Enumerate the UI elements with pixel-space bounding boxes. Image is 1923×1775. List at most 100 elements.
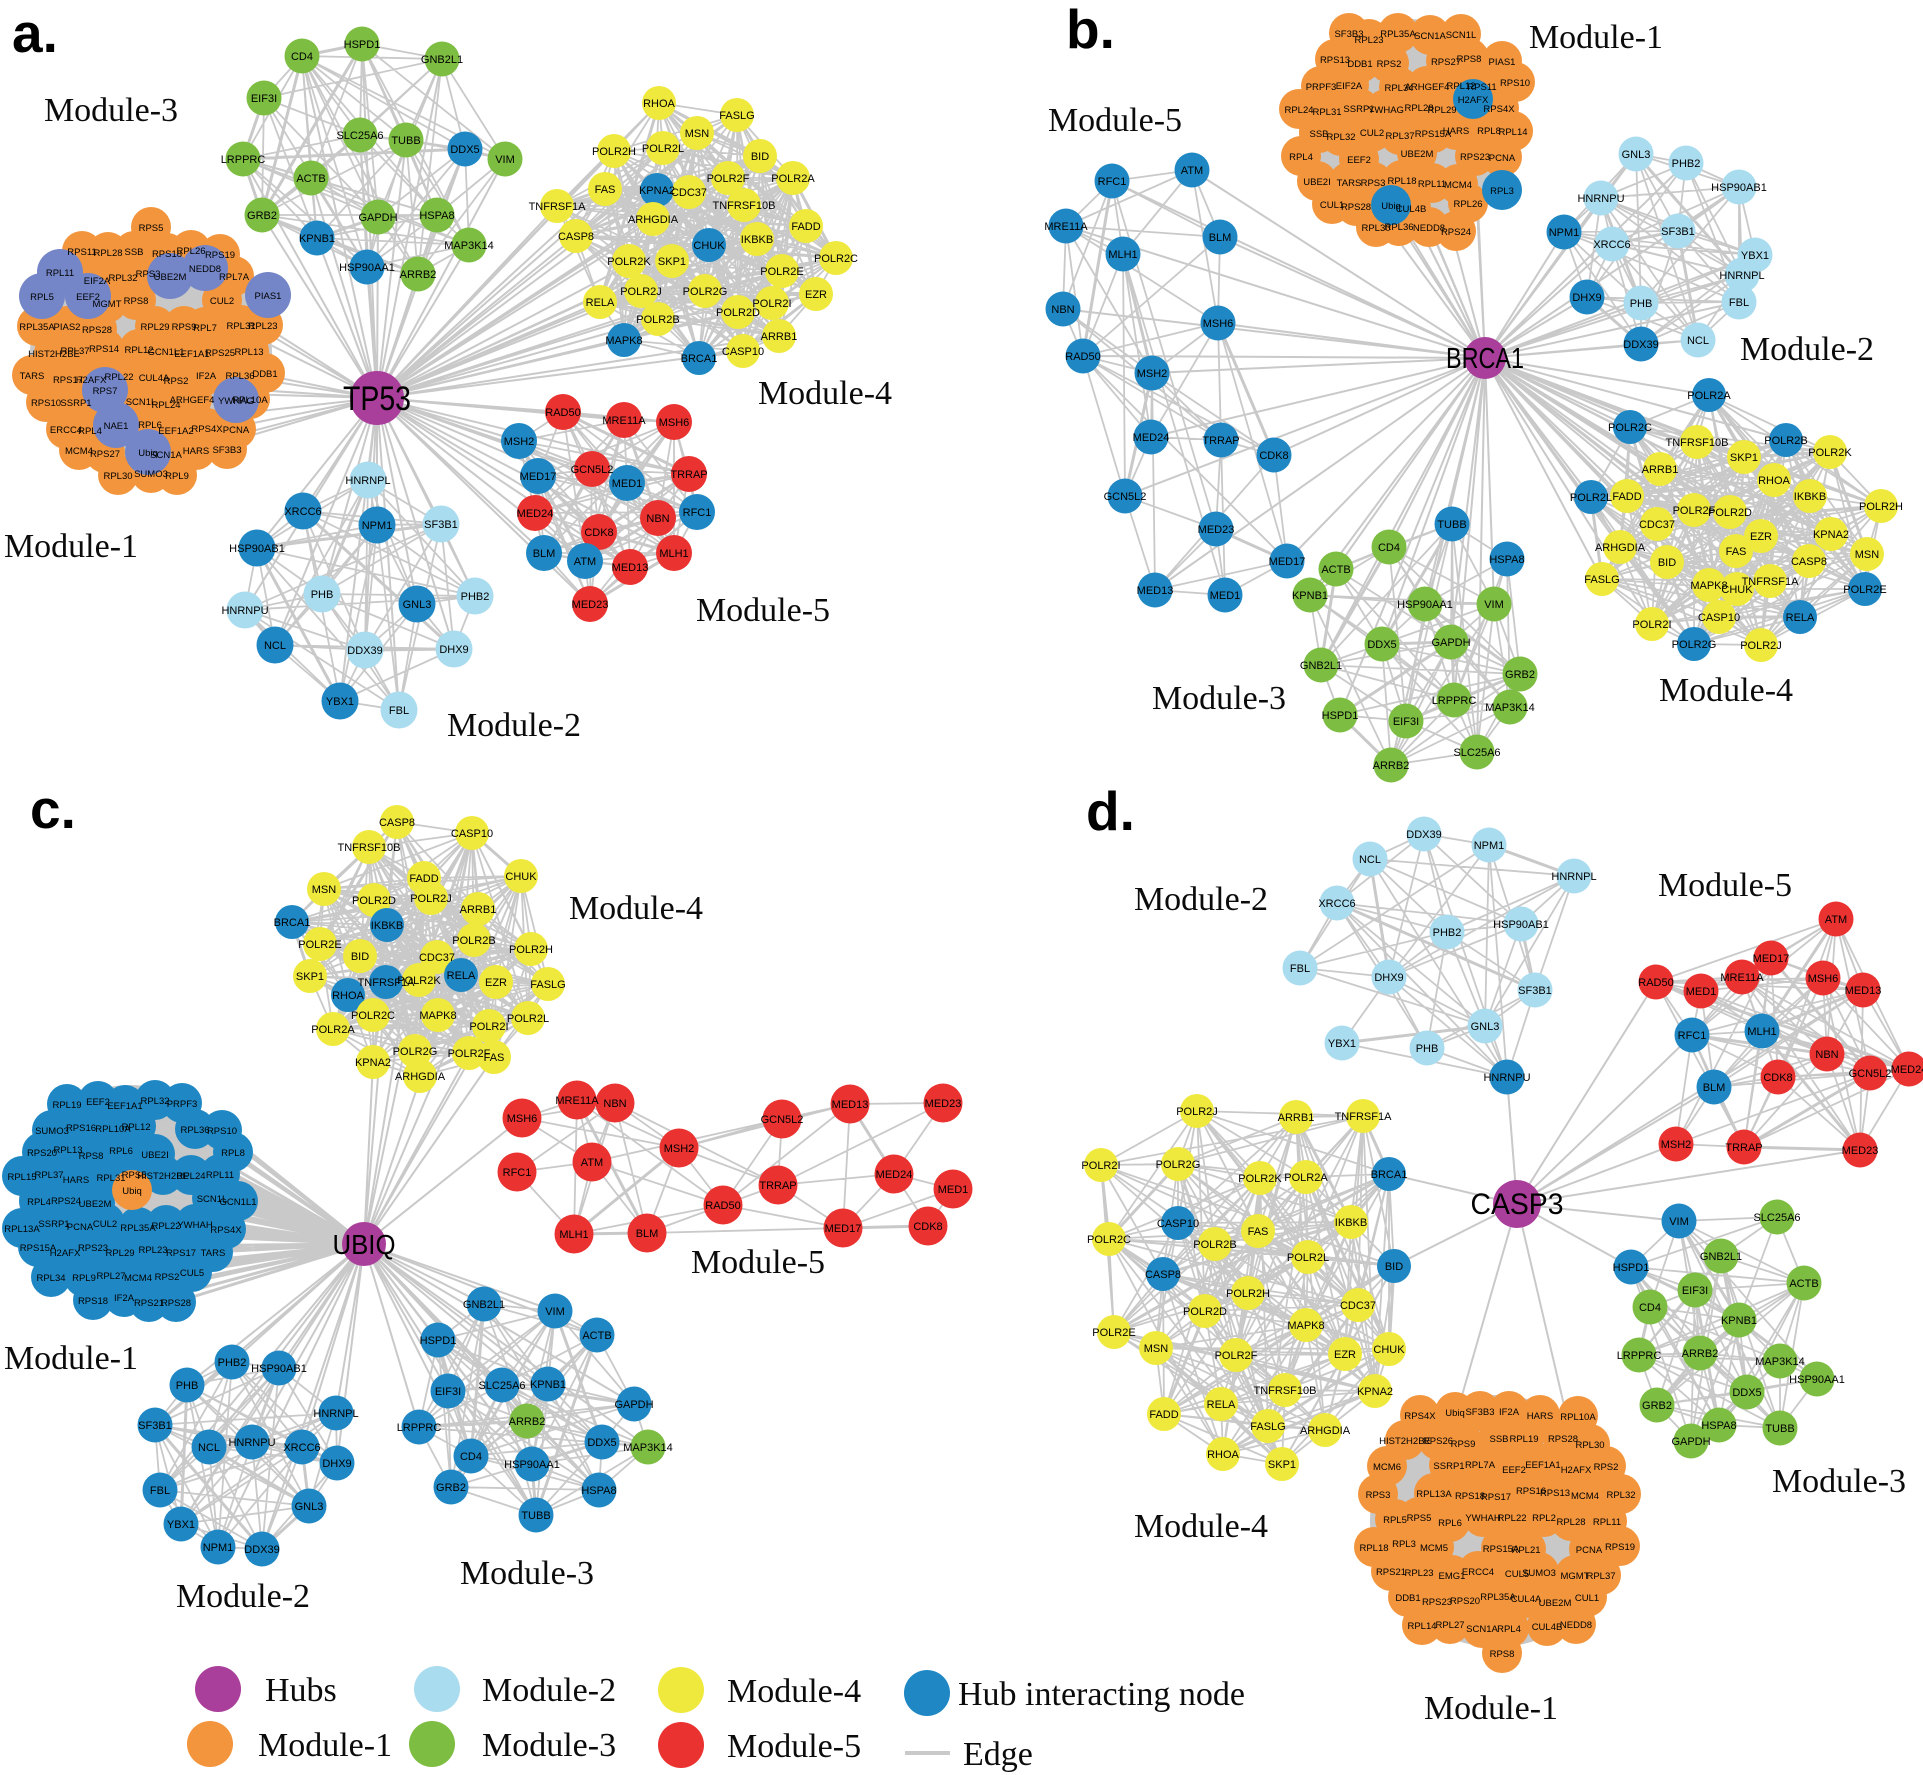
svg-text:RPL8: RPL8 xyxy=(221,1148,245,1159)
svg-text:DDX39: DDX39 xyxy=(1623,339,1658,351)
svg-text:EEF2: EEF2 xyxy=(1347,155,1371,166)
svg-text:POLR2J: POLR2J xyxy=(1740,640,1782,652)
svg-text:SCN1L: SCN1L xyxy=(197,1194,228,1205)
svg-text:RPS2: RPS2 xyxy=(164,376,189,387)
svg-text:HNRNPU: HNRNPU xyxy=(228,1437,275,1449)
svg-text:CUL2: CUL2 xyxy=(93,1219,117,1230)
svg-text:Module-1: Module-1 xyxy=(1424,1690,1558,1727)
svg-text:RPL34: RPL34 xyxy=(1384,83,1413,94)
svg-text:UBE2M: UBE2M xyxy=(79,1199,112,1210)
svg-text:PHB: PHB xyxy=(1416,1043,1439,1055)
svg-text:RPL11: RPL11 xyxy=(46,268,74,279)
svg-text:RPL32: RPL32 xyxy=(1606,1490,1635,1501)
svg-text:RPL28: RPL28 xyxy=(1404,103,1433,114)
svg-text:Hub interacting node: Hub interacting node xyxy=(958,1676,1245,1713)
svg-text:RPL37: RPL37 xyxy=(1586,1571,1615,1582)
svg-text:RPS11: RPS11 xyxy=(1467,82,1496,93)
svg-text:CASP10: CASP10 xyxy=(451,828,493,840)
svg-text:YWHAG: YWHAG xyxy=(1368,105,1404,116)
svg-text:CD4: CD4 xyxy=(291,51,313,63)
svg-text:POLR2E: POLR2E xyxy=(760,266,803,278)
svg-text:HSP90AB1: HSP90AB1 xyxy=(229,543,285,555)
svg-text:RHOA: RHOA xyxy=(1207,1449,1239,1461)
svg-text:ACTB: ACTB xyxy=(1789,1278,1818,1290)
svg-text:NBN: NBN xyxy=(1051,304,1074,316)
svg-text:RPS10: RPS10 xyxy=(207,1126,237,1137)
svg-text:EMG1: EMG1 xyxy=(1439,1571,1466,1582)
svg-text:RPS25: RPS25 xyxy=(205,348,235,359)
svg-text:FAS: FAS xyxy=(595,184,616,196)
svg-text:RPL23: RPL23 xyxy=(248,321,277,332)
svg-text:CUL5: CUL5 xyxy=(1505,1569,1529,1580)
svg-text:EEF1A1: EEF1A1 xyxy=(1525,1460,1560,1471)
svg-text:CDK8: CDK8 xyxy=(584,527,613,539)
svg-text:RPS3: RPS3 xyxy=(1366,1490,1391,1501)
svg-text:POLR2D: POLR2D xyxy=(1708,507,1752,519)
svg-text:CDK8: CDK8 xyxy=(1763,1072,1792,1084)
svg-text:RPL35A: RPL35A xyxy=(1480,1592,1516,1603)
svg-text:TNFRSF10B: TNFRSF10B xyxy=(713,200,776,212)
svg-text:MRE11A: MRE11A xyxy=(602,415,646,427)
svg-text:MED17: MED17 xyxy=(1269,556,1306,568)
svg-text:RPS28: RPS28 xyxy=(82,325,112,336)
svg-text:HARS: HARS xyxy=(63,1175,89,1186)
svg-text:CDK8: CDK8 xyxy=(1259,450,1288,462)
svg-text:ARRB2: ARRB2 xyxy=(1373,760,1410,772)
svg-text:MSH2: MSH2 xyxy=(1661,1139,1692,1151)
svg-text:MSH2: MSH2 xyxy=(504,436,535,448)
svg-text:IF2A: IF2A xyxy=(196,371,217,382)
svg-text:GCN1L1: GCN1L1 xyxy=(220,1197,257,1208)
svg-text:RPL10A: RPL10A xyxy=(95,1124,131,1135)
svg-text:RPS16: RPS16 xyxy=(66,1123,96,1134)
svg-text:PCNA: PCNA xyxy=(1489,153,1516,164)
svg-text:BLM: BLM xyxy=(1209,232,1232,244)
svg-text:RPL36: RPL36 xyxy=(225,371,254,382)
svg-text:RHOA: RHOA xyxy=(643,98,675,110)
svg-text:RFC1: RFC1 xyxy=(503,1167,532,1179)
svg-text:GRB2: GRB2 xyxy=(1642,1400,1672,1412)
svg-text:Module-5: Module-5 xyxy=(727,1728,861,1765)
svg-text:ATM: ATM xyxy=(1825,914,1847,926)
svg-text:RPL4: RPL4 xyxy=(27,1197,51,1208)
svg-text:DDX39: DDX39 xyxy=(244,1544,279,1556)
svg-text:H2AFX: H2AFX xyxy=(1458,95,1489,106)
svg-text:CHUK: CHUK xyxy=(1721,584,1753,596)
svg-text:POLR2L: POLR2L xyxy=(642,143,684,155)
svg-text:RPL29: RPL29 xyxy=(140,322,169,333)
svg-text:RPL3: RPL3 xyxy=(1392,1539,1416,1550)
svg-text:ARRB2: ARRB2 xyxy=(1682,1348,1719,1360)
svg-text:RPS17: RPS17 xyxy=(53,375,83,386)
svg-text:SSRP1: SSRP1 xyxy=(60,398,91,409)
svg-text:POLR2A: POLR2A xyxy=(1687,390,1731,402)
svg-text:Module-4: Module-4 xyxy=(1659,672,1793,709)
svg-text:RPS20: RPS20 xyxy=(1450,1596,1480,1607)
svg-text:POLR2C: POLR2C xyxy=(814,253,858,265)
svg-text:PRPF3: PRPF3 xyxy=(167,1099,198,1110)
svg-text:CUL1: CUL1 xyxy=(1575,1593,1599,1604)
svg-text:TRRAP: TRRAP xyxy=(670,469,707,481)
svg-text:MED13: MED13 xyxy=(612,562,649,574)
svg-text:DDX5: DDX5 xyxy=(587,1437,616,1449)
svg-text:RPL32: RPL32 xyxy=(108,273,137,284)
svg-text:MGMT: MGMT xyxy=(92,299,121,310)
svg-text:RELA: RELA xyxy=(586,297,615,309)
svg-text:KPNA2: KPNA2 xyxy=(355,1057,391,1069)
svg-text:DDX39: DDX39 xyxy=(347,645,382,657)
svg-text:RELA: RELA xyxy=(447,970,476,982)
svg-text:CDC37: CDC37 xyxy=(1340,1300,1376,1312)
svg-text:RPL7A: RPL7A xyxy=(1465,1460,1496,1471)
svg-text:RPS4X: RPS4X xyxy=(210,1225,242,1236)
svg-text:RPL11: RPL11 xyxy=(1593,1517,1621,1528)
svg-text:POLR2G: POLR2G xyxy=(393,1046,438,1058)
svg-text:CUL4A: CUL4A xyxy=(139,373,170,384)
svg-text:RPS2: RPS2 xyxy=(155,1272,180,1283)
svg-text:ARRB2: ARRB2 xyxy=(400,269,437,281)
svg-text:RPS23: RPS23 xyxy=(1460,152,1490,163)
svg-text:Module-3: Module-3 xyxy=(482,1727,616,1764)
svg-text:HSPA8: HSPA8 xyxy=(1489,554,1524,566)
svg-text:MED24: MED24 xyxy=(1133,432,1170,444)
svg-text:RPS8: RPS8 xyxy=(1457,54,1482,65)
svg-text:YBX1: YBX1 xyxy=(326,696,354,708)
svg-text:HSP90AA1: HSP90AA1 xyxy=(1789,1374,1845,1386)
svg-text:CASP8: CASP8 xyxy=(1791,556,1827,568)
